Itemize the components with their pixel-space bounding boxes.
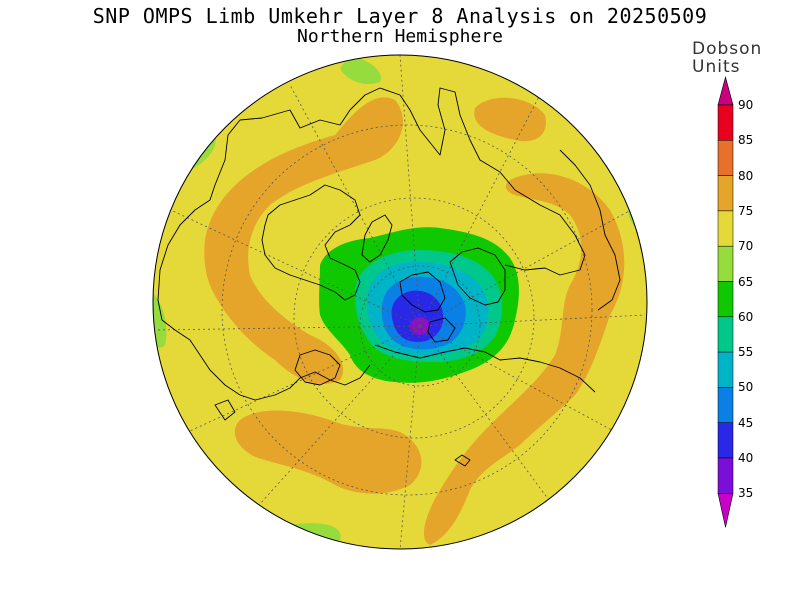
meridian-11 — [419, 325, 561, 516]
colorbar-label-80: 80 — [738, 168, 754, 183]
coastline-east-asia — [559, 149, 621, 311]
colorbar-segment-40 — [717, 422, 734, 459]
colorbar-segment-55 — [717, 316, 734, 353]
meridian-3 — [169, 325, 421, 441]
colorbar-top-triangle — [717, 75, 734, 106]
colorbar-label-50: 50 — [738, 380, 754, 395]
colorbar — [717, 75, 734, 528]
colorbar-label-75: 75 — [738, 203, 754, 218]
coastline-eurasia-north — [227, 87, 586, 276]
field-orange-blob-south — [234, 410, 422, 494]
colorbar-label-65: 65 — [738, 274, 754, 289]
map-title: SNP OMPS Limb Umkehr Layer 8 Analysis on… — [92, 4, 708, 28]
colorbar-label-90: 90 — [738, 98, 754, 112]
latitude-circle-30 — [221, 124, 593, 496]
colorbar-segment-85 — [717, 104, 734, 141]
coastline-europe — [261, 184, 361, 301]
colorbar-segment-35 — [717, 457, 734, 494]
coastline-scandinavia — [361, 214, 393, 263]
latitude-circle-50 — [293, 197, 535, 439]
latitude-circle-70 — [359, 265, 481, 387]
colorbar-bottom-triangle — [717, 492, 734, 528]
coastline-greenland — [449, 247, 506, 306]
coastline-island-north — [454, 454, 471, 467]
colorbar-label-85: 85 — [738, 133, 754, 148]
colorbar-segment-80 — [717, 140, 734, 176]
coastline-north-america — [374, 344, 596, 393]
field-orange-arc-east — [423, 173, 625, 545]
coastline-canadian-arctic — [399, 271, 456, 343]
colorbar-label-35: 35 — [738, 486, 754, 501]
colorbar-units-line1: Dobson — [692, 39, 763, 59]
colorbar-segment-50 — [717, 351, 734, 388]
colorbar-segment-70 — [717, 210, 734, 247]
field-edge-green-n — [340, 55, 381, 85]
coastline-alaska — [294, 349, 341, 386]
colorbar-label-40: 40 — [738, 451, 754, 465]
meridian-6 — [419, 204, 641, 327]
meridian-7 — [289, 84, 421, 327]
colorbar-label-70: 70 — [738, 239, 754, 254]
field-orange-blob-north — [474, 97, 546, 142]
map-disc-outline — [152, 54, 648, 550]
meridian-9 — [154, 325, 421, 331]
meridian-10 — [249, 325, 421, 516]
ozone-field — [153, 55, 647, 549]
colorbar-segment-45 — [717, 387, 734, 423]
graticule — [154, 55, 646, 549]
colorbar-units-line2: Units — [692, 57, 741, 77]
field-orange-arc-west — [204, 97, 403, 384]
colorbar-label-55: 55 — [738, 345, 754, 360]
field-darkblue-core — [391, 290, 444, 342]
map-subtitle: Northern Hemisphere — [297, 26, 503, 47]
colorbar-label-45: 45 — [738, 415, 754, 430]
coastline-eurasia-west — [157, 134, 371, 401]
coastline-island-west — [214, 399, 236, 421]
colorbar-segment-75 — [717, 175, 734, 212]
coastlines — [157, 87, 621, 467]
colorbar-segment-60 — [717, 281, 734, 318]
colorbar-label-60: 60 — [738, 309, 754, 324]
colorbar-segment-65 — [717, 245, 734, 282]
